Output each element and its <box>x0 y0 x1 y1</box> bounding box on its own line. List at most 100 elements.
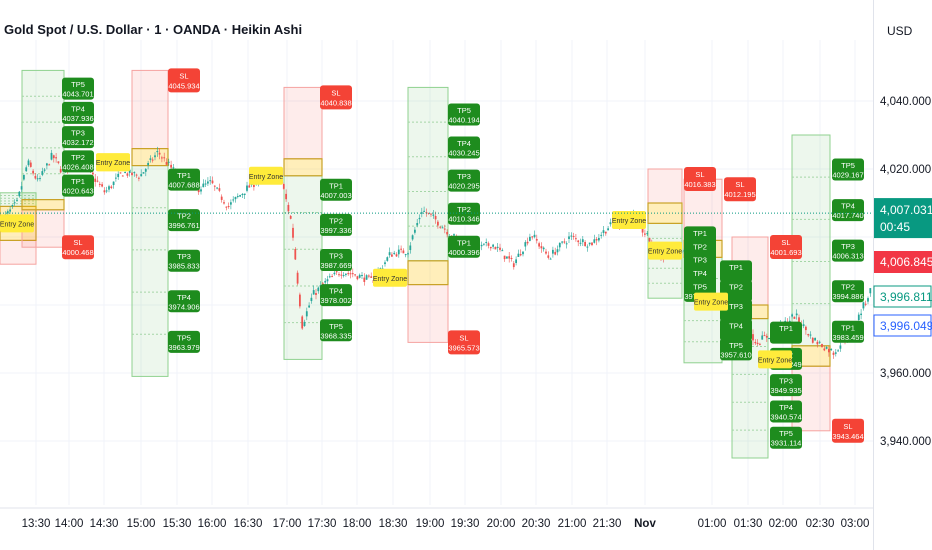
tp3-label-value: 4006.313 <box>832 252 863 261</box>
tp1-label-value: 4000.396 <box>448 248 479 257</box>
candle-body <box>246 185 248 191</box>
sl-zone <box>283 86 323 160</box>
entry-zone <box>283 158 323 177</box>
tp4-label-value: 3940.574 <box>770 412 801 421</box>
candle-body <box>561 241 563 243</box>
tp5-label-value: 4043.701 <box>62 90 93 99</box>
candle-body <box>351 273 354 275</box>
symbol-title[interactable]: Gold Spot / U.S. Dollar · 1 · OANDA · He… <box>4 22 303 37</box>
candle-body <box>317 287 320 292</box>
tp5-label-bg <box>832 158 864 181</box>
candle-body <box>59 169 62 173</box>
candle-body <box>395 254 398 257</box>
candle-body <box>609 222 612 225</box>
candle-body <box>409 245 412 251</box>
candle-body <box>402 250 405 254</box>
candle-body <box>347 273 350 275</box>
candle-body <box>126 173 129 176</box>
tp3-label-bg <box>832 239 864 262</box>
candle-body <box>18 191 21 197</box>
entry-label-bg <box>96 153 130 172</box>
candle-body <box>391 254 393 257</box>
candle-body <box>301 316 304 329</box>
candle-body <box>765 335 768 338</box>
candle-body <box>36 178 39 180</box>
tp4-label-name: TP4 <box>693 269 707 278</box>
candle-body <box>489 246 492 249</box>
candle-body <box>340 274 343 276</box>
candle-body <box>577 240 580 243</box>
candle-body <box>92 172 94 175</box>
candle-body <box>556 249 559 253</box>
tp2-label-name: TP2 <box>457 205 471 214</box>
tp5-label-bg <box>720 338 752 361</box>
candle-body <box>303 321 306 326</box>
candle-body <box>243 193 246 196</box>
candle-body <box>202 183 205 188</box>
tp-zone <box>407 86 449 262</box>
candle-body <box>593 239 596 243</box>
tp1-label-name: TP1 <box>841 323 855 332</box>
candle-body <box>285 193 287 200</box>
candle-body <box>434 215 437 220</box>
currency-label[interactable]: USD <box>887 24 913 38</box>
tp3-label-name: TP3 <box>329 252 343 261</box>
candle-body <box>133 172 136 174</box>
candle-body <box>356 276 359 280</box>
candle-body <box>446 232 448 235</box>
candle-body <box>397 249 400 255</box>
entry-label-bg <box>249 166 283 185</box>
candle-body <box>759 343 761 345</box>
tp5-label-value: 4040.194 <box>448 115 479 124</box>
candle-body <box>552 249 554 254</box>
candle-body <box>342 275 345 277</box>
candle-body <box>112 181 115 186</box>
candle-body <box>161 157 163 159</box>
candle-body <box>832 352 835 355</box>
candle-body <box>554 251 557 255</box>
candle-body <box>648 237 651 242</box>
tp4-label-name: TP4 <box>177 293 191 302</box>
candle-body <box>791 314 793 317</box>
candle-body <box>480 244 483 247</box>
tp3-label-bg <box>62 126 94 149</box>
candle-body <box>524 242 527 247</box>
candle-body <box>365 275 368 280</box>
tp4-label-bg <box>320 284 352 307</box>
entry-label-bg <box>648 241 682 260</box>
candle-body <box>809 334 812 336</box>
sl-label-bg <box>770 235 802 259</box>
candle-body <box>361 274 363 276</box>
sl-label-value: 4040.838 <box>320 98 351 107</box>
candle-body <box>540 246 543 249</box>
candle-body <box>248 185 251 188</box>
candle-body <box>32 170 34 174</box>
tp4-label-name: TP4 <box>329 287 343 296</box>
sl-label-value: 4045.934 <box>168 81 199 90</box>
entry-label: Entry Zone <box>694 300 728 307</box>
sl-label-value: 4012.195 <box>724 190 755 199</box>
tp3-label-name: TP3 <box>779 377 793 386</box>
candle-body <box>46 163 48 166</box>
tp-zone <box>647 222 683 299</box>
candle-body <box>591 242 593 246</box>
candle-body <box>388 252 391 256</box>
candle-body <box>798 317 800 322</box>
tp5-label-name: TP5 <box>457 106 471 115</box>
candle-body <box>135 174 138 176</box>
candle-body <box>416 223 419 226</box>
candle-body <box>220 196 223 200</box>
candle-body <box>324 280 327 283</box>
candle-body <box>305 311 308 317</box>
candle-body <box>830 348 833 351</box>
price-axis-panel[interactable] <box>873 0 932 550</box>
tp2-label-value: 3996.761 <box>168 221 199 230</box>
tp4-label-value: 3974.906 <box>168 302 199 311</box>
entry-label: Entry Zone <box>373 276 407 283</box>
tp1-label-bg <box>320 178 352 201</box>
tp4-label-name: TP4 <box>457 139 471 148</box>
tp3-label-bg <box>770 374 802 397</box>
candle-body <box>386 257 389 261</box>
candle-body <box>236 196 239 198</box>
